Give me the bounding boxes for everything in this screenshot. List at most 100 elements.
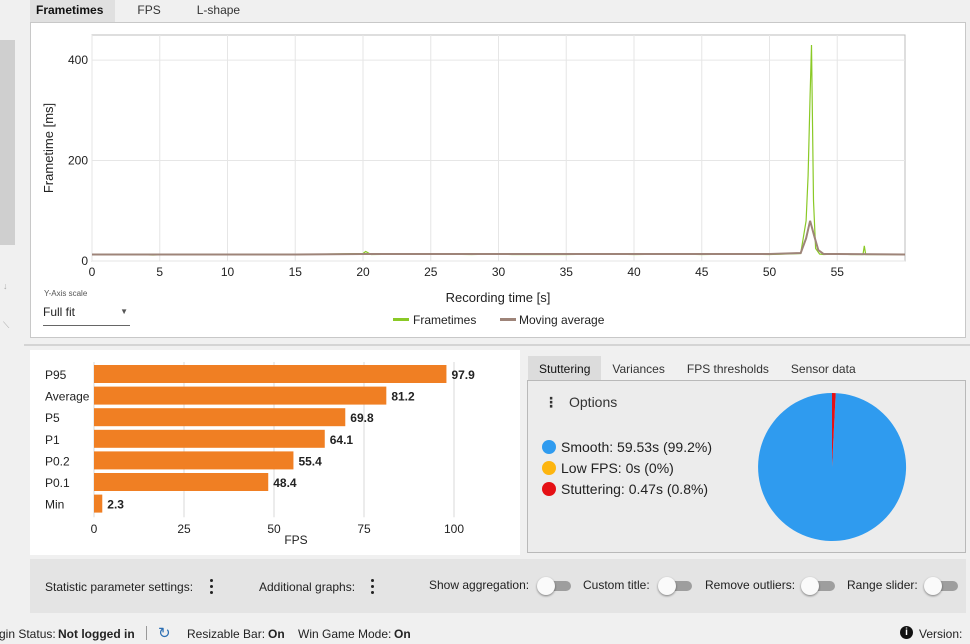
bar-value-label: 97.9 bbox=[451, 368, 475, 382]
x-tick-label: 5 bbox=[156, 265, 163, 279]
bar-x-axis-label: FPS bbox=[284, 533, 307, 547]
bar-x-tick-label: 0 bbox=[91, 522, 98, 536]
bar-value-label: 48.4 bbox=[273, 476, 297, 490]
tab-sensor-data[interactable]: Sensor data bbox=[790, 362, 856, 376]
y-tick-label: 200 bbox=[68, 154, 88, 168]
more-vertical-icon: ⋮ bbox=[544, 394, 558, 410]
left-scrollbar[interactable] bbox=[0, 40, 15, 245]
bar-value-label: 69.8 bbox=[350, 411, 374, 425]
custom-title-toggle[interactable] bbox=[658, 577, 692, 595]
tab-variances[interactable]: Variances bbox=[612, 362, 665, 376]
bar-value-label: 55.4 bbox=[298, 454, 322, 468]
pie-slice-stuttering bbox=[832, 393, 836, 467]
smooth-dot-icon bbox=[542, 440, 556, 454]
bar-category-label: P0.2 bbox=[45, 454, 70, 468]
show-aggregation-toggle[interactable] bbox=[537, 577, 571, 595]
x-tick-label: 50 bbox=[763, 265, 777, 279]
fps-bar-chart: P95 Average P5 P1 P0.2 P0.1 Min 97.9 81.2 69.8 64… bbox=[45, 362, 475, 547]
legend-stuttering: Stuttering: 0.47s (0.8%) bbox=[542, 481, 708, 497]
bar-category-label: P1 bbox=[45, 433, 60, 447]
legend-moving-average-swatch bbox=[500, 318, 516, 321]
x-tick-label: 45 bbox=[695, 265, 709, 279]
y-axis-scale-dropdown[interactable]: Full fit ▼ bbox=[43, 302, 130, 326]
stuttering-label: Stuttering: bbox=[561, 481, 625, 497]
x-tick-label: 15 bbox=[289, 265, 303, 279]
smooth-label: Smooth: bbox=[561, 439, 614, 455]
bar-x-tick-label: 75 bbox=[357, 522, 371, 536]
top-tabs: Frametimes FPS L-shape bbox=[30, 0, 252, 22]
stuttering-value: 0.47s (0.8%) bbox=[628, 481, 709, 497]
resizable-bar-label: Resizable Bar: bbox=[187, 627, 266, 641]
scroll-down-icon[interactable]: ↓ bbox=[3, 281, 8, 291]
bar-value-label: 2.3 bbox=[107, 498, 124, 512]
y-tick-label: 0 bbox=[81, 254, 88, 268]
range-slider-toggle[interactable] bbox=[924, 577, 958, 595]
bar-p1 bbox=[94, 429, 325, 448]
x-tick-label: 10 bbox=[221, 265, 235, 279]
stuttering-pie-chart bbox=[758, 393, 907, 541]
x-tick-label: 40 bbox=[627, 265, 641, 279]
bar-average bbox=[94, 386, 387, 405]
low-fps-value: 0s (0%) bbox=[625, 460, 674, 476]
login-status-label: gin Status: bbox=[0, 627, 56, 641]
x-tick-label: 20 bbox=[356, 265, 370, 279]
bar-category-label: Min bbox=[45, 498, 64, 512]
x-tick-label: 55 bbox=[831, 265, 845, 279]
bar-min bbox=[94, 494, 103, 513]
tab-l-shape[interactable]: L-shape bbox=[196, 3, 241, 17]
divider bbox=[146, 626, 147, 640]
fps-bar-chart-panel: P95 Average P5 P1 P0.2 P0.1 Min 97.9 81.2 69.8 64… bbox=[30, 350, 520, 555]
moving-average-series-line bbox=[92, 220, 906, 256]
bar-category-label: P95 bbox=[45, 368, 67, 382]
stats-tabs: Stuttering Variances FPS thresholds Sens… bbox=[528, 356, 867, 380]
tab-frametimes[interactable]: Frametimes bbox=[30, 0, 116, 22]
legend-moving-average-label: Moving average bbox=[519, 313, 605, 327]
bar-p5 bbox=[94, 408, 346, 427]
resizable-bar-value: On bbox=[268, 627, 285, 641]
tab-fps-thresholds[interactable]: FPS thresholds bbox=[686, 362, 769, 376]
frametime-chart[interactable]: 0 5 10 15 20 25 30 35 40 45 50 55 0 200 400 Recording… bbox=[31, 23, 967, 339]
bar-category-label: Average bbox=[45, 390, 90, 404]
legend-frametimes-label: Frametimes bbox=[413, 313, 476, 327]
legend-low-fps: Low FPS: 0s (0%) bbox=[542, 460, 674, 476]
status-bar: gin Status: Not logged in ↻ Resizable Ba… bbox=[0, 620, 970, 644]
pie-slices bbox=[758, 393, 907, 541]
value-labels: 97.9 81.2 69.8 64.1 55.448.4 2.3 bbox=[107, 368, 475, 512]
splitter[interactable] bbox=[24, 344, 970, 346]
low-fps-label: Low FPS: bbox=[561, 460, 622, 476]
x-tick-label: 35 bbox=[560, 265, 574, 279]
bar-x-tick-label: 25 bbox=[177, 522, 191, 536]
bar-value-label: 64.1 bbox=[330, 433, 354, 447]
bar-p0-2 bbox=[94, 451, 294, 470]
additional-graphs-menu-icon[interactable] bbox=[371, 579, 375, 597]
legend-smooth: Smooth: 59.53s (99.2%) bbox=[542, 439, 712, 455]
range-slider-label: Range slider: bbox=[847, 578, 918, 592]
remove-outliers-toggle[interactable] bbox=[801, 577, 835, 595]
game-mode-value: On bbox=[394, 627, 411, 641]
statistic-settings-menu-icon[interactable] bbox=[210, 579, 214, 597]
y-tick-labels: 0 200 400 bbox=[68, 53, 88, 268]
y-tick-label: 400 bbox=[68, 53, 88, 67]
bar-x-tick-label: 100 bbox=[444, 522, 464, 536]
tab-stuttering[interactable]: Stuttering bbox=[528, 356, 602, 380]
x-tick-label: 25 bbox=[424, 265, 438, 279]
legend-frametimes-swatch bbox=[393, 318, 409, 321]
chevron-down-icon: ▼ bbox=[120, 307, 128, 316]
x-tick-label: 30 bbox=[492, 265, 506, 279]
options-button[interactable]: ⋮ Options bbox=[544, 394, 617, 411]
custom-title-label: Custom title: bbox=[583, 578, 650, 592]
bar-category-label: P5 bbox=[45, 411, 60, 425]
refresh-icon[interactable]: ↻ bbox=[158, 625, 171, 642]
tab-fps[interactable]: FPS bbox=[137, 3, 161, 17]
version-label: Version: bbox=[919, 627, 963, 641]
category-labels: P95 Average P5 P1 P0.2 P0.1 Min bbox=[45, 368, 90, 512]
bar-p95 bbox=[94, 365, 447, 383]
login-status-value[interactable]: Not logged in bbox=[58, 627, 135, 641]
low-fps-dot-icon bbox=[542, 461, 556, 475]
game-mode-label: Win Game Mode: bbox=[298, 627, 392, 641]
bar-x-tick-label: 50 bbox=[267, 522, 281, 536]
bar-value-label: 81.2 bbox=[391, 390, 415, 404]
x-tick-label: 0 bbox=[89, 265, 96, 279]
info-icon[interactable]: i bbox=[900, 626, 913, 639]
bottom-controls: Statistic parameter settings: Additional… bbox=[30, 559, 966, 613]
